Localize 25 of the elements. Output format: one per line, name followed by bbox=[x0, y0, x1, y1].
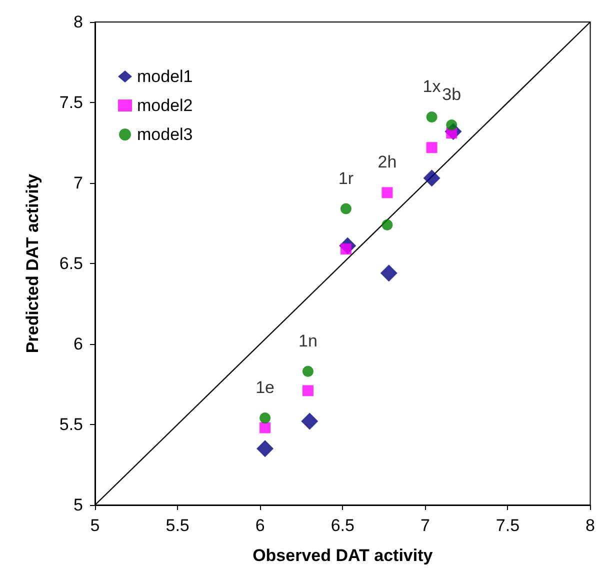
x-tick-label: 7.5 bbox=[496, 516, 520, 535]
annotation: 1r bbox=[338, 168, 354, 188]
annotation: 1e bbox=[256, 378, 275, 398]
x-tick-label: 5.5 bbox=[166, 516, 190, 535]
annotation: 1n bbox=[298, 331, 318, 350]
x-tick-label: 7 bbox=[420, 516, 430, 535]
y-tick-label: 7 bbox=[74, 174, 83, 192]
y-tick-label: 7.5 bbox=[59, 93, 83, 112]
y-tick-label: 5 bbox=[74, 496, 83, 514]
x-tick-label: 5 bbox=[90, 516, 100, 535]
annotation: 1x bbox=[422, 76, 442, 96]
y-tick-label: 6.5 bbox=[59, 254, 83, 273]
annotation: 3b bbox=[442, 85, 462, 104]
annotation: 2h bbox=[378, 152, 397, 172]
legend-label: model3 bbox=[137, 125, 193, 144]
x-tick-label: 6.5 bbox=[330, 516, 354, 535]
y-tick-label: 6 bbox=[74, 334, 83, 354]
x-tick-label: 8 bbox=[586, 516, 596, 535]
legend-label: model2 bbox=[137, 96, 193, 115]
x-tick-label: 6 bbox=[255, 516, 265, 535]
y-tick-label: 5.5 bbox=[59, 415, 83, 434]
y-axis-title: Predicted DAT activity bbox=[23, 173, 42, 354]
y-tick-label: 8 bbox=[74, 12, 83, 32]
legend-label: model1 bbox=[137, 67, 193, 86]
x-axis-title: Observed DAT activity bbox=[252, 546, 434, 565]
